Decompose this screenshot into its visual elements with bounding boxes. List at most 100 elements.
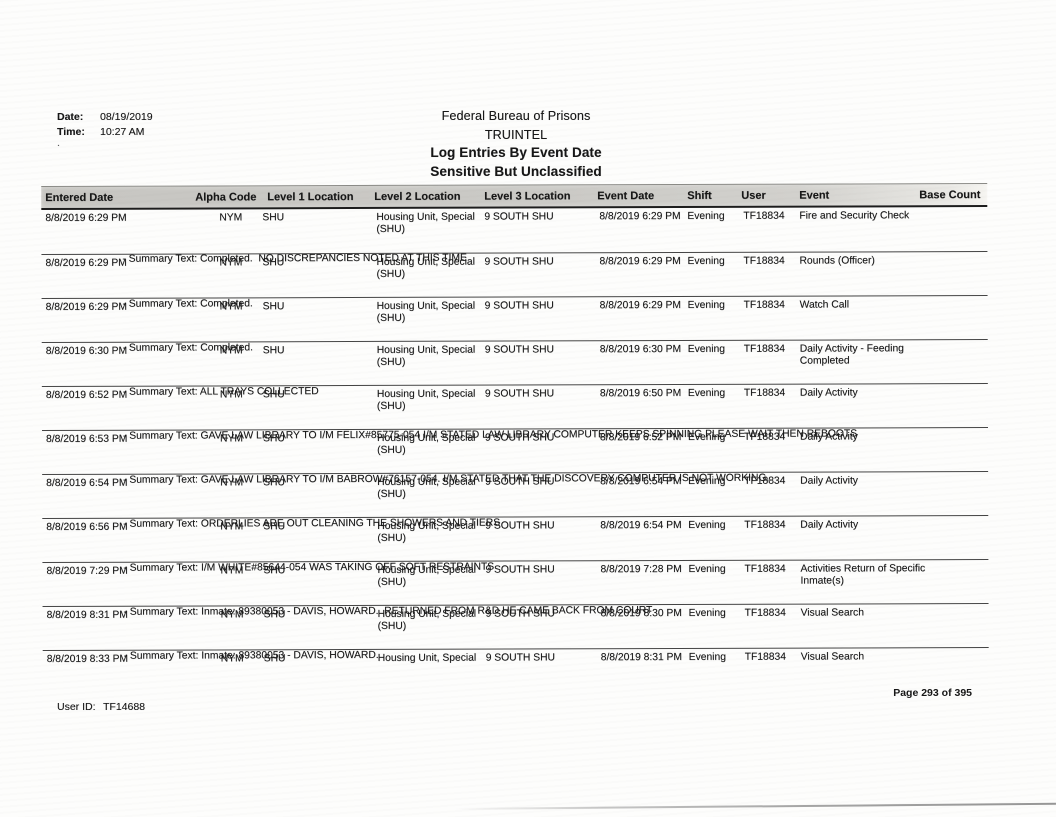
cell-user: TF18834 — [744, 607, 786, 619]
classification-banner: Sensitive But Unclassified — [430, 163, 602, 179]
table-body: 8/8/2019 6:29 PM NYM SHU Housing Unit, S… — [41, 207, 989, 683]
table-row: 8/8/2019 6:56 PM NYM SHU Housing Unit, S… — [42, 515, 989, 574]
cell-level1: SHU — [262, 257, 285, 269]
table-row: 8/8/2019 6:29 PM NYM SHU Housing Unit, S… — [41, 207, 987, 264]
cell-event-date: 8/8/2019 6:50 PM — [599, 387, 682, 400]
cell-shift: Evening — [687, 343, 725, 355]
cell-level1: SHU — [263, 653, 286, 665]
cell-alpha-code: NYM — [219, 389, 243, 401]
table-row: 8/8/2019 6:54 PM NYM SHU Housing Unit, S… — [42, 471, 989, 530]
cell-event-date: 8/8/2019 8:31 PM — [600, 651, 683, 664]
cell-level2: Housing Unit, Special — [377, 652, 477, 664]
cell-event: Fire and Security Check — [799, 210, 910, 222]
row-main: 8/8/2019 8:33 PM NYM SHU Housing Unit, S… — [43, 651, 989, 683]
table-row: 8/8/2019 6:29 PM NYM SHU Housing Unit, S… — [41, 251, 988, 310]
cell-entered-date: 8/8/2019 7:29 PM — [46, 565, 128, 577]
cell-level3: 9 SOUTH SHU — [484, 388, 555, 400]
cell-event: Daily Activity — [799, 431, 858, 443]
cell-user: TF18834 — [743, 387, 786, 399]
cell-level2: Housing Unit, Special (SHU) — [377, 608, 477, 632]
cell-shift: Evening — [688, 563, 726, 575]
cell-event-date: 8/8/2019 6:29 PM — [599, 255, 681, 268]
cell-entered-date: 8/8/2019 8:31 PM — [46, 609, 128, 621]
cell-event: Daily Activity — [800, 519, 859, 531]
cell-event-date: 8/8/2019 7:28 PM — [600, 563, 682, 576]
cell-event-date: 8/8/2019 6:52 PM — [600, 431, 682, 444]
report-meta: Date: 08/19/2019 Time: 10:27 AM — [57, 110, 153, 140]
page-number: Page 293 of 395 — [893, 687, 972, 699]
table-row: 8/8/2019 8:31 PM NYM SHU Housing Unit, S… — [42, 603, 989, 662]
user-id-label: User ID: — [57, 701, 96, 713]
cell-event: Activities Return of Specific Inmate(s) — [800, 563, 926, 587]
cell-alpha-code: NYM — [219, 212, 243, 224]
col-event: Event — [799, 189, 830, 202]
table-row: 8/8/2019 7:29 PM NYM SHU Housing Unit, S… — [42, 559, 989, 618]
col-base-count: Base Count — [919, 189, 981, 202]
row-main: 8/8/2019 6:54 PM NYM SHU Housing Unit, S… — [42, 475, 988, 507]
col-alpha-code: Alpha Code — [195, 191, 257, 204]
cell-alpha-code: NYM — [220, 565, 244, 577]
cell-level3: 9 SOUTH SHU — [484, 211, 554, 223]
cell-level1: SHU — [262, 212, 285, 224]
cell-entered-date: 8/8/2019 6:29 PM — [45, 257, 127, 269]
cell-level3: 9 SOUTH SHU — [485, 652, 555, 664]
cell-level3: 9 SOUTH SHU — [485, 432, 555, 444]
cell-event-date: 8/8/2019 6:54 PM — [600, 475, 682, 488]
cell-event: Daily Activity - Feeding Completed — [799, 343, 904, 367]
cell-level2: Housing Unit, Special (SHU) — [377, 564, 476, 588]
cell-event-date: 8/8/2019 6:30 PM — [599, 343, 682, 356]
cell-event-date: 8/8/2019 6:54 PM — [600, 519, 682, 532]
cell-level1: SHU — [263, 565, 286, 577]
row-main: 8/8/2019 6:56 PM NYM SHU Housing Unit, S… — [42, 519, 988, 551]
col-shift: Shift — [687, 189, 712, 202]
time-value: 10:27 AM — [100, 126, 145, 138]
cell-level2: Housing Unit, Special (SHU) — [377, 476, 476, 500]
cell-entered-date: 8/8/2019 6:54 PM — [46, 477, 128, 489]
cell-level1: SHU — [262, 345, 285, 357]
cell-event: Visual Search — [800, 651, 865, 663]
time-label: Time: — [57, 126, 85, 138]
row-main: 8/8/2019 8:31 PM NYM SHU Housing Unit, S… — [43, 607, 989, 639]
cell-entered-date: 8/8/2019 6:29 PM — [45, 301, 127, 313]
cell-shift: Evening — [688, 651, 726, 663]
date-value: 08/19/2019 — [100, 111, 153, 123]
cell-user: TF18834 — [744, 475, 786, 487]
scan-artifact-line — [454, 802, 1056, 810]
cell-entered-date: 8/8/2019 8:33 PM — [46, 653, 129, 665]
cell-entered-date: 8/8/2019 6:53 PM — [46, 433, 128, 445]
cell-shift: Evening — [687, 299, 725, 311]
cell-alpha-code: NYM — [219, 345, 243, 357]
cell-alpha-code: NYM — [220, 477, 244, 489]
cell-level2: Housing Unit, Special (SHU) — [376, 256, 475, 280]
cell-level1: SHU — [262, 389, 285, 401]
cell-level1: SHU — [263, 609, 286, 621]
cell-event-date: 8/8/2019 6:29 PM — [599, 210, 681, 223]
cell-shift: Evening — [687, 431, 726, 443]
table-row: 8/8/2019 6:30 PM NYM SHU Housing Unit, S… — [41, 339, 988, 398]
cell-alpha-code: NYM — [219, 257, 243, 269]
cell-user: TF18834 — [743, 431, 786, 443]
col-user: User — [741, 189, 766, 202]
row-main: 8/8/2019 6:29 PM NYM SHU Housing Unit, S… — [41, 255, 987, 287]
col-entered-date: Entered Date — [45, 191, 114, 204]
cell-event-date: 8/8/2019 6:29 PM — [599, 299, 681, 312]
cell-shift: Evening — [687, 387, 726, 399]
row-main: 8/8/2019 6:29 PM NYM SHU Housing Unit, S… — [42, 299, 988, 331]
cell-level2: Housing Unit, Special (SHU) — [376, 388, 476, 412]
cell-user: TF18834 — [744, 519, 786, 531]
cell-level1: SHU — [263, 433, 285, 445]
cell-alpha-code: NYM — [219, 301, 243, 313]
table-header: Entered Date Alpha Code Level 1 Location… — [41, 183, 988, 211]
cell-entered-date: 8/8/2019 6:30 PM — [45, 345, 128, 357]
cell-level3: 9 SOUTH SHU — [485, 520, 555, 532]
cell-level2: Housing Unit, Special (SHU) — [376, 300, 476, 324]
cell-shift: Evening — [687, 210, 725, 222]
row-main: 8/8/2019 6:53 PM NYM SHU Housing Unit, S… — [42, 431, 988, 463]
cell-event: Watch Call — [799, 299, 850, 311]
cell-level2: Housing Unit, Special (SHU) — [376, 211, 475, 235]
report-title-block: Federal Bureau of Prisons TRUINTEL Log E… — [0, 107, 1032, 181]
cell-user: TF18834 — [743, 255, 785, 267]
cell-level3: 9 SOUTH SHU — [484, 344, 554, 356]
cell-level3: 9 SOUTH SHU — [484, 256, 554, 268]
